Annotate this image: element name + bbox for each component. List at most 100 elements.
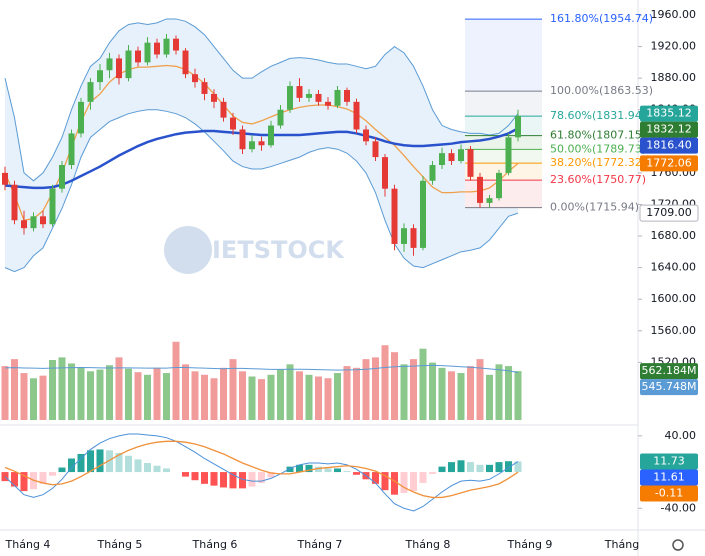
candle-body: [467, 149, 474, 177]
y-tick-label: 1960.00: [651, 8, 697, 21]
macd-histogram: [391, 472, 398, 495]
macd-histogram: [58, 467, 66, 473]
volume-bar: [239, 371, 246, 420]
candle-body: [287, 86, 293, 110]
volume-bar: [153, 367, 161, 420]
macd-histogram: [505, 461, 512, 473]
volume-bar: [58, 357, 66, 420]
x-tick-label: Tháng 6: [192, 538, 238, 551]
candle-body: [353, 101, 360, 130]
macd-histogram: [324, 468, 332, 473]
candle-body: [163, 38, 170, 55]
volume-bar: [429, 362, 436, 420]
volume-bar: [362, 359, 370, 420]
candle-body: [182, 50, 189, 75]
macd-line: [4, 433, 519, 512]
candle-body: [505, 137, 512, 173]
candle-body: [429, 165, 436, 181]
candle-body: [106, 58, 113, 71]
axis-tag: [640, 453, 698, 470]
watermark: IETSTOCK: [164, 226, 345, 274]
volume-bar: [39, 375, 47, 420]
candle-body: [125, 50, 132, 79]
volume-bar: [220, 367, 227, 420]
candle-body: [344, 90, 350, 102]
signal-line: [4, 440, 519, 499]
volume-bar: [476, 359, 484, 420]
axis-tag: [639, 204, 699, 222]
candle-body: [116, 58, 122, 79]
macd-histogram: [134, 459, 142, 473]
candle-body: [420, 180, 426, 248]
macd-histogram: [11, 472, 18, 487]
candle-body: [496, 172, 502, 199]
candle-body: [325, 101, 331, 106]
macd-histogram: [286, 466, 294, 473]
candle-body: [192, 74, 198, 83]
macd-histogram: [201, 472, 208, 484]
y-tick-label: 1600.00: [651, 292, 697, 305]
macd-histogram: [49, 472, 56, 476]
macd-histogram: [68, 458, 75, 473]
axis-tag-label: 1772.06: [646, 156, 692, 169]
fib-label: 0.00%(1715.94): [550, 201, 639, 214]
candle-body: [40, 216, 46, 225]
candle-body: [87, 82, 94, 102]
axis-tag: [640, 121, 698, 138]
fib-zone: [465, 135, 542, 150]
candle-body: [135, 50, 141, 63]
volume-bar: [315, 376, 322, 420]
candle-body: [59, 165, 65, 189]
macd-histogram: [248, 472, 256, 487]
candle-body: [458, 149, 464, 162]
candle-body: [201, 82, 208, 94]
x-tick-label: Tháng 4: [5, 538, 51, 551]
y-tick-label: -40.00: [661, 501, 696, 514]
volume-bar: [229, 359, 237, 420]
macd-histogram: [296, 464, 303, 473]
candle-body: [334, 90, 341, 106]
axis-tag-label: 1816.40: [646, 139, 692, 152]
volume-bar: [191, 371, 199, 420]
candle-body: [144, 42, 151, 63]
volume-bar: [353, 367, 360, 420]
macd-histogram: [20, 472, 28, 492]
volume-bar: [438, 367, 446, 420]
candle-body: [296, 86, 303, 98]
fib-label: 161.80%(1954.74): [550, 12, 653, 25]
candle-body: [401, 228, 407, 244]
fib-label: 23.60%(1750.77): [550, 173, 646, 186]
macd-histogram: [220, 472, 227, 488]
candle-body: [239, 129, 246, 150]
candle-body: [372, 141, 379, 158]
axis-tag: [640, 155, 698, 172]
macd-histogram: [267, 472, 275, 478]
volume-bar: [106, 365, 113, 420]
macd-histogram: [343, 471, 351, 473]
macd-histogram: [467, 462, 474, 473]
axis-tag: [640, 363, 698, 380]
candle-body: [78, 101, 84, 134]
volume-bar: [163, 373, 170, 420]
fib-zone: [465, 163, 542, 181]
candle-body: [515, 115, 521, 138]
candle-body: [277, 109, 284, 126]
volume-bar: [201, 374, 208, 420]
fib-zone: [465, 180, 542, 208]
y-tick-label: 40.00: [665, 429, 697, 442]
watermark-text: IETSTOCK: [212, 236, 345, 264]
volume-bar: [400, 364, 408, 420]
volume-bar: [324, 378, 332, 420]
volume-bar: [210, 378, 218, 420]
volume-bar: [505, 366, 512, 420]
volume-bar: [457, 373, 465, 420]
x-tick-label: Tháng: [604, 538, 639, 551]
volume-bar: [248, 376, 256, 420]
macd-histogram: [438, 466, 446, 473]
axis-tag-label: 1835.12: [646, 107, 692, 120]
volume-bar: [448, 371, 455, 420]
macd-histogram: [115, 453, 123, 473]
settings-icon[interactable]: [672, 539, 684, 551]
macd-histogram: [410, 472, 417, 492]
volume-bar: [343, 366, 351, 420]
